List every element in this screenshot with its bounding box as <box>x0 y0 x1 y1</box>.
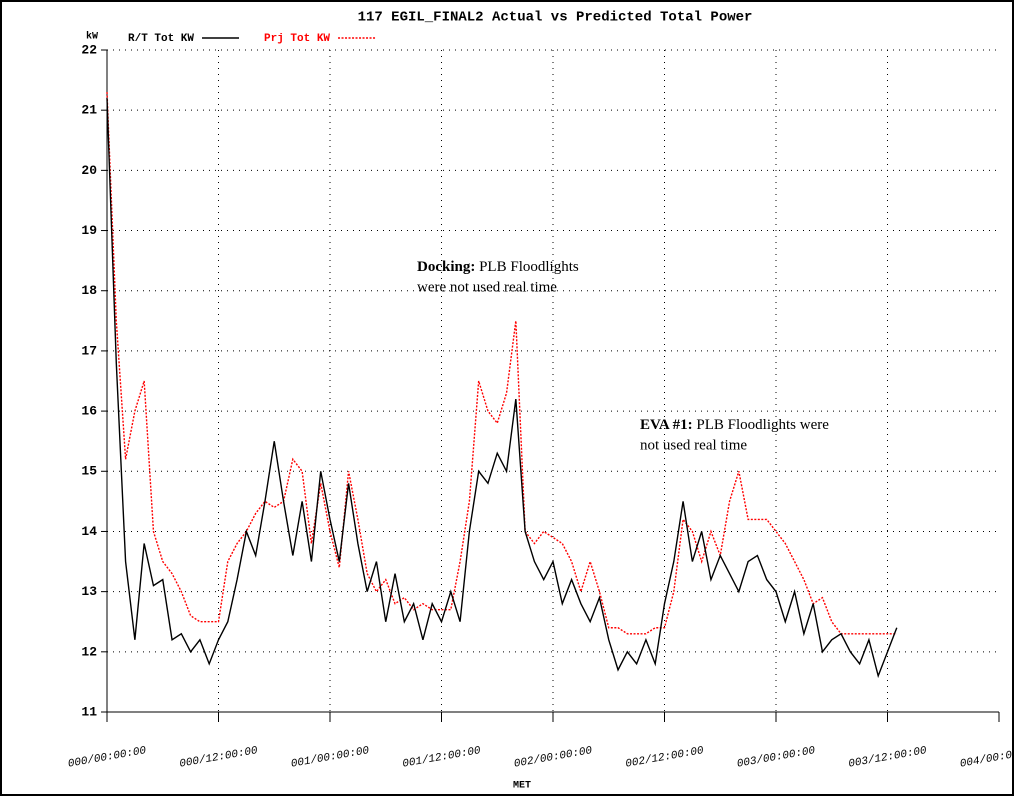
annotation-text: not used real time <box>640 437 747 453</box>
y-tick-label: 14 <box>81 524 97 539</box>
annotation-title: Docking: <box>417 259 475 275</box>
y-tick-label: 11 <box>81 704 97 719</box>
y-tick-label: 20 <box>81 163 97 178</box>
annotation-text: PLB Floodlights <box>479 259 579 275</box>
series-line <box>106 98 898 679</box>
y-tick-label: 21 <box>81 103 97 118</box>
y-tick-label: 17 <box>81 343 97 358</box>
chart-title: 117 EGIL_FINAL2 Actual vs Predicted Tota… <box>358 10 753 26</box>
y-tick-label: 18 <box>81 283 97 298</box>
series-line <box>106 92 897 635</box>
y-tick-label: 22 <box>81 42 97 57</box>
legend-label: R/T Tot KW <box>128 33 194 45</box>
annotation-text: were not used real time <box>417 279 557 295</box>
y-tick-label: 13 <box>81 584 97 599</box>
annotation: Docking: PLB Floodlights <box>417 259 579 275</box>
annotation: EVA #1: PLB Floodlights were <box>640 417 829 433</box>
y-tick-label: 12 <box>81 644 97 659</box>
annotation-title: EVA #1: <box>640 417 693 433</box>
x-axis-label: MET <box>513 781 531 792</box>
y-axis-label: kW <box>86 31 98 43</box>
legend-label: Prj Tot KW <box>264 33 330 45</box>
y-tick-label: 19 <box>81 223 97 238</box>
y-tick-label: 15 <box>81 464 97 479</box>
y-tick-label: 16 <box>81 404 97 419</box>
annotation-text: PLB Floodlights were <box>696 417 829 433</box>
